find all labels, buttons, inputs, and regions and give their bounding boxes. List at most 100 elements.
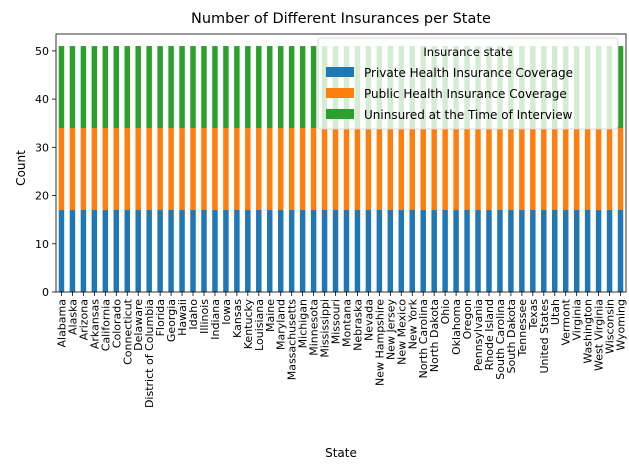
legend-title: Insurance state xyxy=(423,45,512,59)
bar-segment xyxy=(442,128,448,211)
y-axis-label: Count xyxy=(14,150,28,186)
bar-segment xyxy=(58,46,65,129)
bar-segment xyxy=(595,210,602,292)
bar-segment xyxy=(201,210,207,292)
x-tick-label: District of Columbia xyxy=(143,299,156,408)
x-tick-label: Connecticut xyxy=(121,298,134,365)
bar-segment xyxy=(475,210,481,292)
x-tick-label: Maine xyxy=(264,299,277,332)
bar-segment xyxy=(146,210,152,292)
legend-label: Private Health Insurance Coverage xyxy=(364,66,573,80)
bar-segment xyxy=(288,46,295,129)
bar-segment xyxy=(486,128,492,211)
bar-segment xyxy=(442,210,448,292)
x-tick-label: Utah xyxy=(549,299,562,325)
x-tick-label: Nevada xyxy=(362,299,375,341)
x-axis-label: State xyxy=(325,446,357,460)
x-tick-label: Tennessee xyxy=(516,299,529,358)
bar-segment xyxy=(453,210,459,292)
bar-segment xyxy=(420,210,426,292)
x-tick-label: Idaho xyxy=(187,299,200,330)
x-tick-label: Alaska xyxy=(66,299,79,335)
legend-swatch xyxy=(326,67,354,77)
bar-segment xyxy=(245,46,251,129)
x-tick-label: Massachusetts xyxy=(286,299,299,381)
bar-segment xyxy=(201,128,207,211)
x-tick-label: Texas xyxy=(527,299,540,331)
bar-segment xyxy=(113,210,120,292)
bar-segment xyxy=(157,128,163,211)
axes-layer: 01020304050AlabamaAlaskaArizonaArkansasC… xyxy=(35,33,628,408)
bar-segment xyxy=(135,46,141,129)
x-tick-label: Louisiana xyxy=(253,299,266,351)
bar-segment xyxy=(267,128,273,211)
bar-segment xyxy=(530,210,536,292)
bar-segment xyxy=(234,210,240,292)
bar-segment xyxy=(91,128,98,211)
x-tick-label: Vermont xyxy=(560,298,573,345)
x-tick-label: Minnesota xyxy=(308,299,321,356)
x-tick-label: West Virginia xyxy=(593,299,606,371)
bar-segment xyxy=(398,128,405,211)
x-tick-label: Delaware xyxy=(132,299,145,351)
bar-segment xyxy=(321,128,328,211)
bar-segment xyxy=(606,128,613,211)
bar-segment xyxy=(332,210,339,292)
bar-segment xyxy=(354,210,361,292)
x-tick-label: California xyxy=(99,299,112,351)
bar-segment xyxy=(453,128,459,211)
bar-segment xyxy=(288,128,295,211)
x-tick-label: New York xyxy=(406,298,419,349)
x-tick-label: Arkansas xyxy=(88,299,101,349)
bar-segment xyxy=(69,210,76,292)
bar-segment xyxy=(223,128,229,211)
x-tick-label: Arizona xyxy=(77,299,90,340)
bar-segment xyxy=(124,46,130,129)
bar-segment xyxy=(212,46,218,129)
bar-segment xyxy=(464,128,470,211)
y-tick-label: 50 xyxy=(35,45,49,58)
bar-segment xyxy=(179,210,185,292)
x-tick-label: Nebraska xyxy=(351,299,364,351)
bar-segment xyxy=(464,210,470,292)
bar-segment xyxy=(573,210,580,292)
bar-segment xyxy=(58,210,65,292)
bar-segment xyxy=(80,128,87,211)
bar-segment xyxy=(102,46,109,129)
x-tick-label: Wyoming xyxy=(615,299,628,351)
chart-title: Number of Different Insurances per State xyxy=(191,11,491,27)
bar-segment xyxy=(146,46,152,129)
bar-segment xyxy=(617,210,624,292)
x-tick-label: Colorado xyxy=(110,299,123,348)
bar-segment xyxy=(69,128,76,211)
bar-segment xyxy=(113,128,120,211)
bar-segment xyxy=(508,210,514,292)
bar-segment xyxy=(124,128,130,211)
x-tick-label: Alabama xyxy=(55,299,68,348)
x-tick-label: Ohio xyxy=(439,299,452,325)
bar-segment xyxy=(168,46,174,129)
bar-segment xyxy=(365,128,372,211)
bar-segment xyxy=(617,46,624,129)
x-tick-label: Oregon xyxy=(461,299,474,339)
bar-segment xyxy=(135,210,141,292)
bar-segment xyxy=(584,128,591,211)
bar-segment xyxy=(91,46,98,129)
bar-segment xyxy=(420,128,426,211)
bar-segment xyxy=(310,210,317,292)
bar-segment xyxy=(58,128,65,211)
bar-segment xyxy=(299,128,306,211)
bar-segment xyxy=(223,210,229,292)
bar-segment xyxy=(376,128,383,211)
bar-segment xyxy=(267,46,273,129)
bar-segment xyxy=(245,128,251,211)
bar-segment xyxy=(256,46,262,129)
y-tick-label: 40 xyxy=(35,93,49,106)
x-tick-label: Florida xyxy=(154,299,167,336)
bar-segment xyxy=(267,210,273,292)
bar-segment xyxy=(552,128,558,211)
bar-segment xyxy=(201,46,207,129)
bar-segment xyxy=(310,46,317,129)
